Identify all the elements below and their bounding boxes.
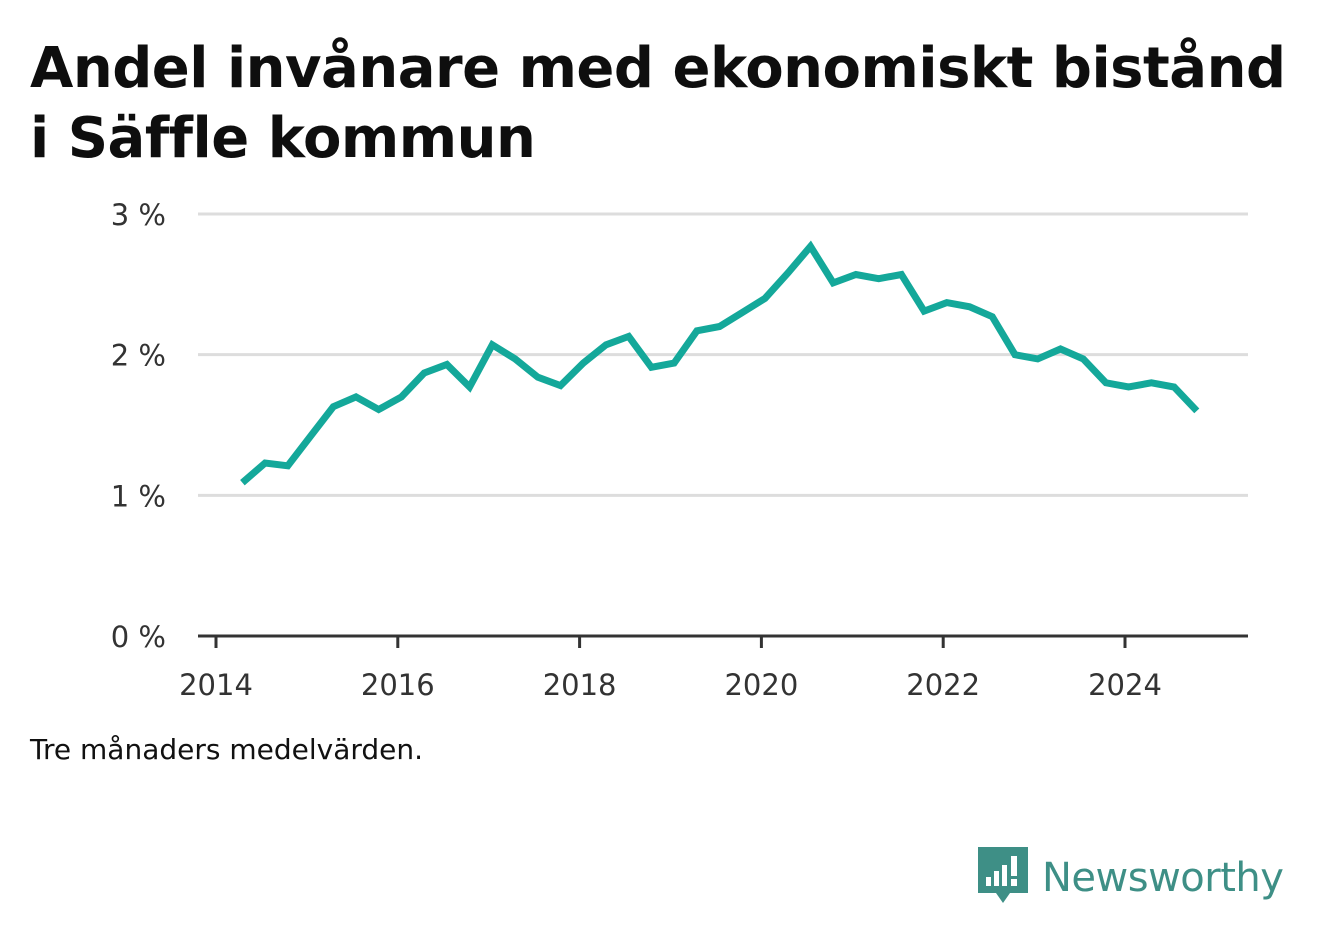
y-tick-label: 2 % (111, 339, 166, 373)
x-tick-label: 2016 (361, 668, 435, 702)
chart-note: Tre månaders medelvärden. (30, 733, 424, 766)
series-line-path (240, 240, 1200, 486)
y-axis-tick-labels: 0 % 1 % 2 % 3 % (111, 198, 166, 654)
series-line (240, 240, 1200, 486)
chart-title: Andel invånare med ekonomiskt bistånd i … (30, 36, 1286, 171)
x-tick-label: 2020 (724, 668, 798, 702)
newsworthy-logo-icon (978, 847, 1028, 903)
x-tick-label: 2014 (179, 668, 253, 702)
y-tick-label: 1 % (111, 479, 166, 513)
y-tick-label: 0 % (111, 620, 166, 654)
newsworthy-brand: Newsworthy (978, 846, 1284, 910)
y-tick-label: 3 % (111, 198, 166, 232)
x-tick-label: 2022 (906, 668, 980, 702)
x-tick-label: 2024 (1088, 668, 1162, 702)
grid-lines (198, 212, 1248, 497)
brand-name: Newsworthy (1042, 855, 1284, 901)
x-axis: 2014 2016 2018 2020 2022 2024 (179, 634, 1248, 702)
x-tick-label: 2018 (543, 668, 617, 702)
